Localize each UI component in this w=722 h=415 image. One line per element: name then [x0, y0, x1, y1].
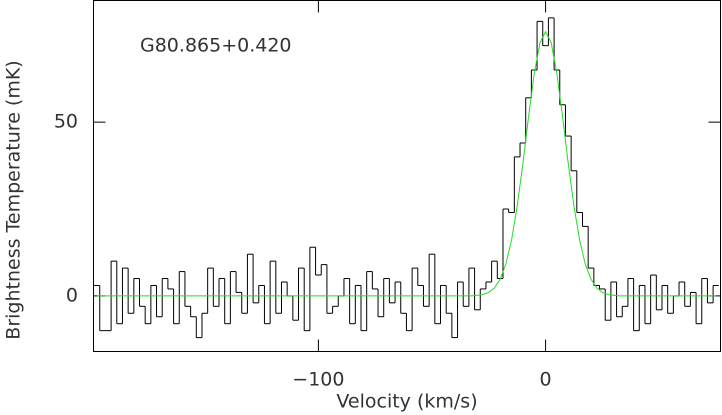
- y-axis-label: Brightness Temperature (mK): [3, 60, 25, 339]
- fit-line: [96, 30, 716, 297]
- x-tick-label: 0: [540, 369, 552, 391]
- x-tick-label: −100: [292, 369, 344, 391]
- annotation: G80.865+0.420: [140, 35, 292, 57]
- x-axis-label: Velocity (km/s): [336, 391, 477, 413]
- y-tick-label: 50: [54, 111, 78, 133]
- y-tick-label: 0: [66, 284, 78, 306]
- plot-frame: [93, 0, 721, 352]
